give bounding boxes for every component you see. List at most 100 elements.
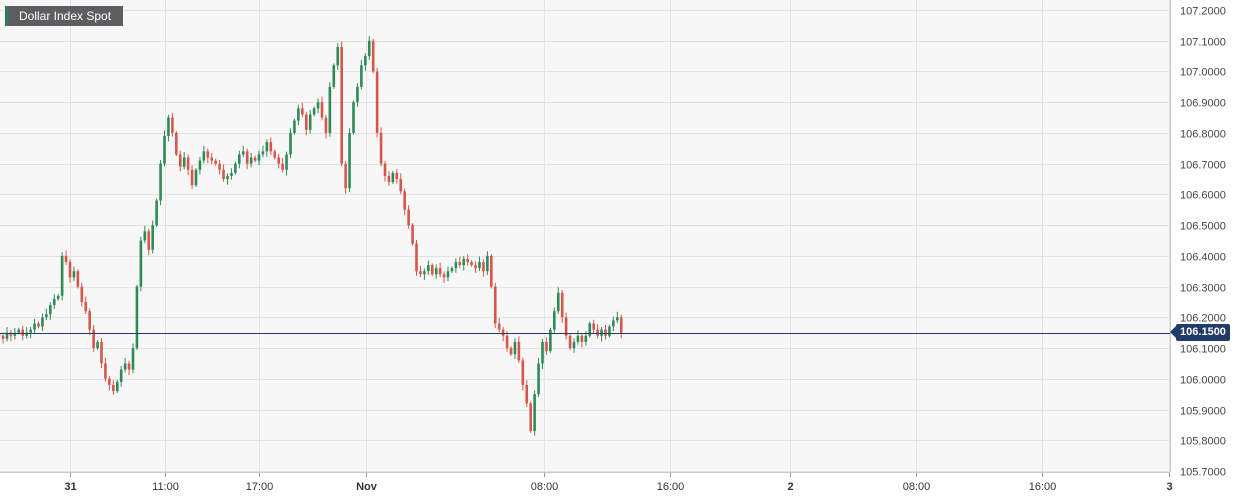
candle-body: [387, 175, 391, 183]
y-tick-label: 106.7000: [1180, 160, 1226, 172]
candle-body: [340, 46, 343, 164]
candle-body: [151, 225, 154, 250]
candle-body: [112, 384, 115, 392]
candle-body: [375, 71, 379, 133]
candle-body: [411, 225, 414, 244]
x-tick-label: 16:00: [1029, 481, 1057, 493]
candle-body: [423, 271, 426, 275]
candle-body: [45, 314, 48, 318]
candle-body: [5, 332, 9, 339]
candle-body: [553, 311, 556, 330]
candle-body: [415, 243, 418, 272]
candle-body: [383, 163, 387, 176]
candle-body: [486, 255, 489, 272]
candle-body: [127, 363, 131, 370]
y-tick-label: 106.1000: [1180, 344, 1226, 356]
candle-body: [253, 157, 257, 161]
candle-body: [190, 169, 194, 186]
candle-body: [29, 329, 32, 333]
candle-body: [206, 151, 210, 158]
candle-body: [434, 268, 438, 275]
candle-body: [182, 157, 186, 167]
candle-body: [167, 117, 170, 137]
candle-body: [1, 335, 5, 339]
candle-body: [123, 363, 127, 370]
candle-body: [147, 231, 151, 250]
candle-body: [131, 348, 135, 370]
candle-body: [584, 335, 588, 342]
candle-body: [285, 154, 288, 170]
candle-body: [210, 157, 214, 161]
candle-body: [537, 363, 540, 395]
candle-body: [592, 323, 595, 330]
candle-body: [604, 329, 607, 336]
candle-body: [371, 40, 375, 72]
last-price-tag: 106.1500: [1170, 324, 1230, 341]
candle-body: [324, 117, 328, 133]
candle-body: [202, 151, 206, 161]
candle-body: [427, 265, 430, 272]
y-tick-label: 105.9000: [1180, 406, 1226, 418]
candle-body: [572, 341, 576, 349]
x-tick-label: 3: [1166, 481, 1172, 493]
candle-body: [163, 136, 166, 164]
candle-body: [446, 271, 450, 278]
candle-body: [218, 163, 221, 170]
candle-body: [328, 86, 332, 133]
candle-body: [289, 132, 292, 155]
candle-body: [52, 298, 56, 306]
candle-body: [119, 369, 123, 382]
candle-body: [442, 274, 446, 278]
candle-body: [616, 317, 619, 321]
candle-body: [108, 378, 111, 385]
candle-body: [576, 335, 580, 342]
candle-body: [556, 292, 560, 312]
candle-body: [178, 154, 182, 167]
candle-body: [194, 169, 198, 186]
candle-body: [533, 394, 536, 432]
candle-body: [186, 157, 190, 170]
candle-body: [238, 154, 241, 164]
candle-body: [316, 102, 320, 109]
candle-body: [308, 114, 312, 130]
candle-body: [391, 172, 395, 183]
candle-body: [297, 108, 300, 121]
candle-body: [13, 332, 17, 336]
candle-body: [171, 117, 174, 133]
candle-body: [241, 151, 245, 155]
candle-body: [525, 384, 529, 404]
y-tick-label: 106.9000: [1180, 98, 1226, 110]
candle-body: [25, 332, 28, 336]
y-tick-label: 106.3000: [1180, 283, 1226, 295]
candle-body: [608, 326, 611, 336]
candle-body: [505, 335, 509, 349]
candle-body: [301, 108, 304, 115]
candle-body: [76, 271, 80, 287]
candle-body: [430, 265, 434, 275]
candle-body: [454, 262, 458, 269]
candle-body: [529, 403, 532, 432]
candle-body: [419, 271, 422, 275]
candle-body: [320, 102, 324, 118]
candle-body: [41, 317, 44, 327]
candle-body: [545, 341, 548, 352]
candle-body: [497, 323, 501, 330]
candle-body: [143, 231, 147, 241]
candle-body: [37, 323, 40, 327]
x-tick-label: 31: [64, 481, 76, 493]
candle-body: [68, 262, 72, 278]
candle-body: [521, 360, 525, 385]
y-tick-label: 107.0000: [1180, 67, 1226, 79]
candle-body: [115, 381, 119, 392]
candle-body: [482, 262, 485, 272]
candle-body: [407, 209, 410, 226]
candle-body: [269, 142, 273, 152]
candle-body: [490, 255, 493, 287]
candle-body: [257, 154, 261, 161]
candle-body: [277, 157, 280, 164]
y-tick-label: 106.2000: [1180, 313, 1226, 325]
candle-body: [509, 348, 513, 355]
candle-body: [619, 317, 623, 333]
